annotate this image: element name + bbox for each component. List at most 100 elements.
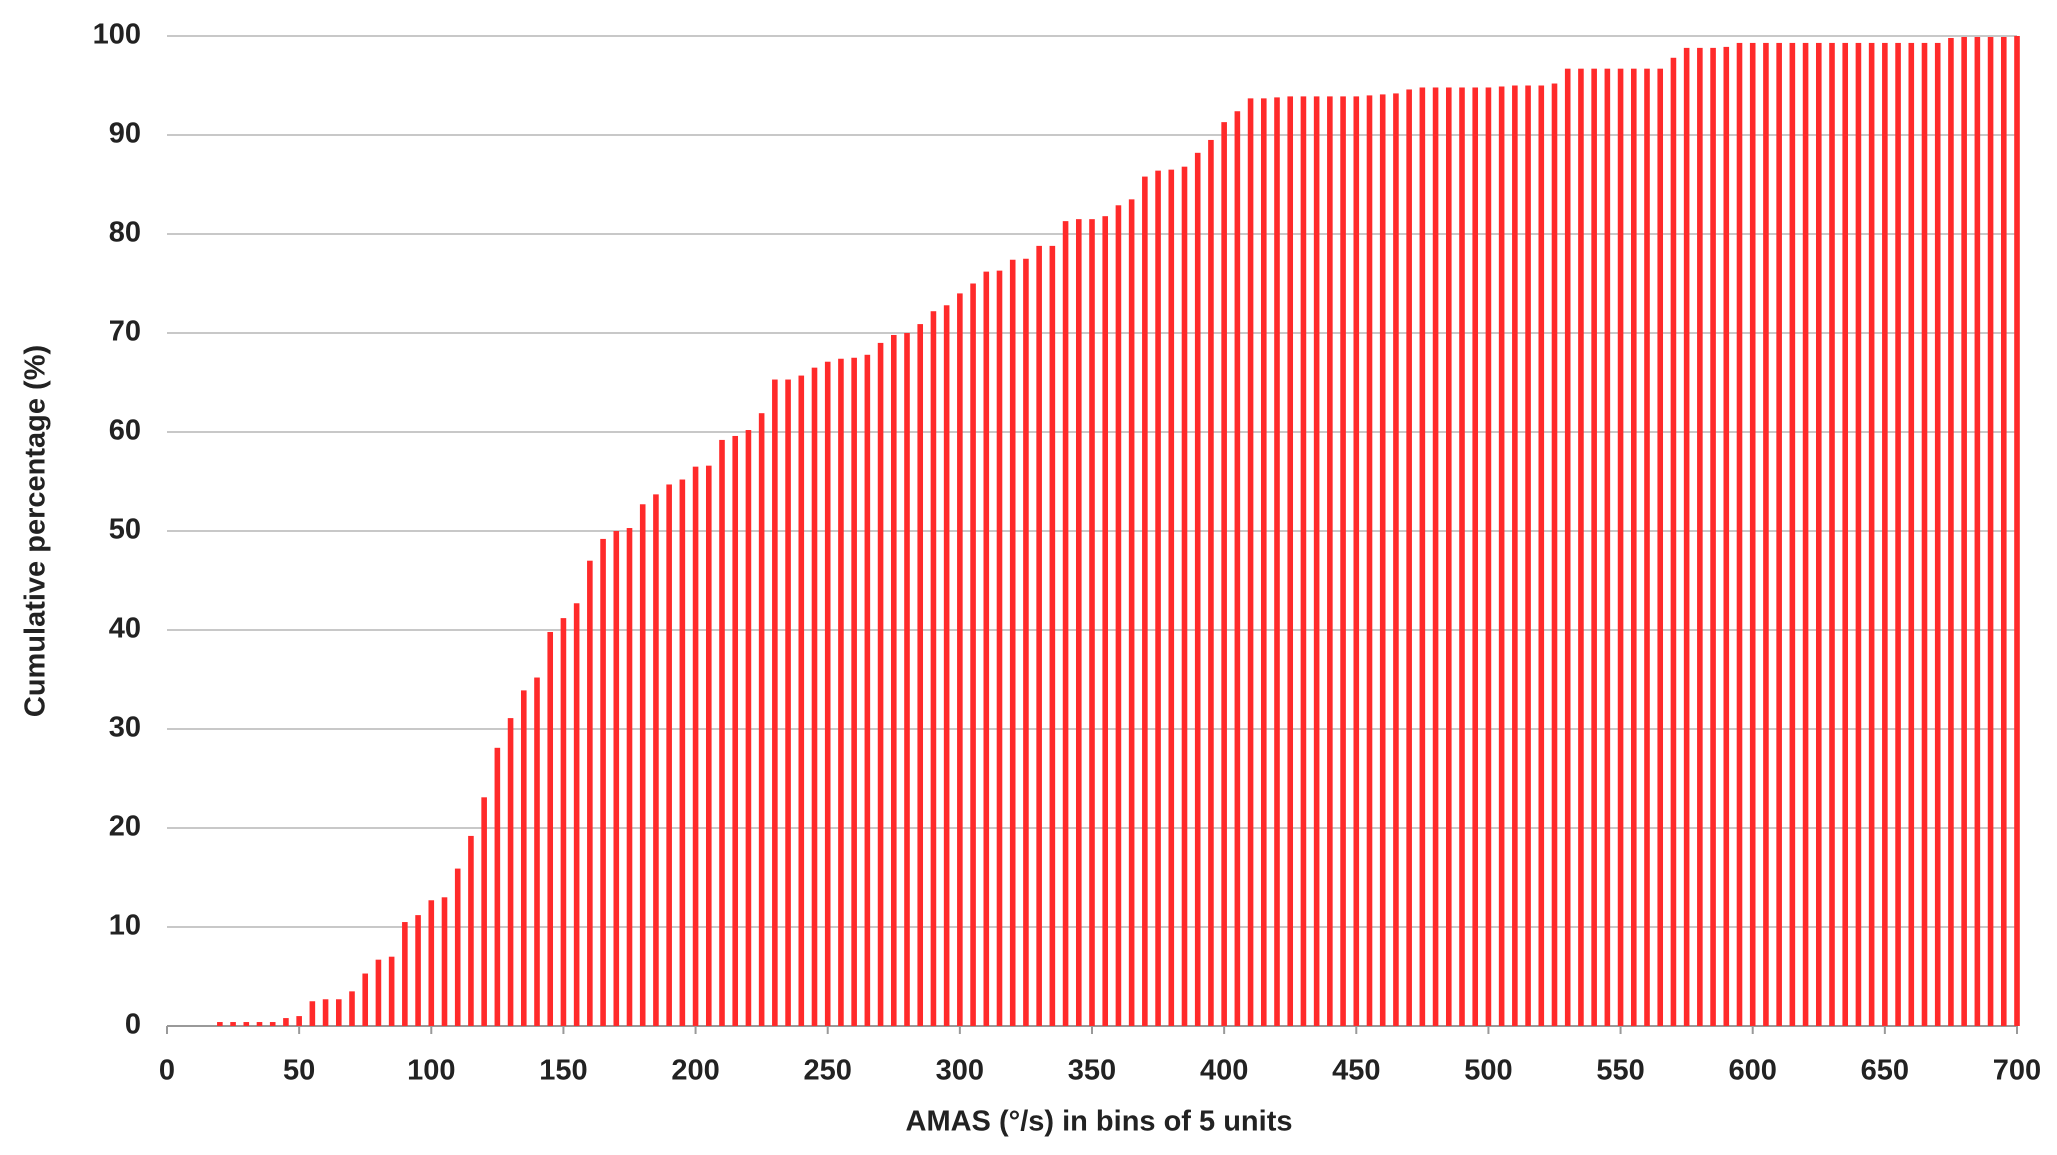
bar <box>428 900 435 1026</box>
bar <box>811 367 818 1026</box>
bar <box>705 465 712 1026</box>
y-tick-label: 0 <box>125 1009 141 1041</box>
bar <box>547 631 554 1026</box>
bar <box>785 379 791 1026</box>
bar <box>1049 245 1056 1026</box>
bar <box>877 342 884 1026</box>
bar <box>534 677 540 1026</box>
bar <box>388 956 395 1026</box>
bar <box>1551 83 1558 1026</box>
bar <box>296 1016 302 1026</box>
bar <box>1908 42 1915 1027</box>
x-tick-label: 550 <box>1596 1055 1644 1087</box>
bar <box>1009 259 1016 1026</box>
bar <box>1208 139 1214 1026</box>
bar <box>904 333 910 1026</box>
bar <box>798 375 805 1026</box>
bar <box>1723 46 1730 1026</box>
bar <box>454 868 461 1026</box>
bar <box>1617 68 1624 1027</box>
bar <box>1948 37 1954 1027</box>
x-tick-label: 600 <box>1729 1055 1777 1087</box>
bar <box>1974 36 1981 1027</box>
bar <box>468 835 474 1026</box>
bar <box>1961 36 1967 1027</box>
bar <box>1247 98 1254 1027</box>
bar <box>217 1022 223 1026</box>
bar <box>1181 166 1188 1026</box>
bar <box>1763 42 1769 1027</box>
bar <box>758 413 765 1026</box>
bar <box>1432 87 1439 1027</box>
bar <box>402 922 408 1026</box>
bar <box>1168 169 1175 1026</box>
y-tick-label: 40 <box>109 613 141 645</box>
bar <box>1142 176 1148 1026</box>
bar <box>349 991 355 1026</box>
bar <box>1406 89 1412 1026</box>
bar <box>1023 258 1029 1026</box>
bar <box>1155 170 1161 1026</box>
bar <box>1591 68 1597 1027</box>
bar <box>1525 85 1531 1026</box>
bar <box>679 479 686 1026</box>
bar <box>1657 68 1664 1027</box>
bar <box>309 1001 316 1026</box>
bar <box>587 560 593 1026</box>
x-tick-label: 300 <box>936 1055 984 1087</box>
bar <box>1683 47 1690 1026</box>
bar <box>1815 42 1822 1027</box>
bar <box>494 747 501 1026</box>
bar <box>1829 42 1835 1027</box>
bar <box>1459 87 1465 1027</box>
x-tick-label: 200 <box>671 1055 719 1087</box>
bar <box>1670 57 1677 1026</box>
bar <box>1934 42 1941 1027</box>
bar <box>1379 94 1386 1026</box>
x-tick-label: 500 <box>1464 1055 1512 1087</box>
x-tick-label: 0 <box>159 1055 175 1087</box>
x-axis-title: AMAS (°/s) in bins of 5 units <box>906 1106 1293 1138</box>
bar <box>1604 68 1611 1027</box>
bar <box>890 334 897 1027</box>
bar <box>943 305 950 1026</box>
y-tick-label: 20 <box>109 811 141 843</box>
bar <box>838 358 844 1026</box>
bar <box>772 379 778 1026</box>
bar <box>1353 96 1360 1026</box>
bar <box>573 603 580 1026</box>
y-tick-label: 30 <box>109 712 141 744</box>
bar <box>1300 96 1307 1026</box>
bar <box>362 973 369 1026</box>
y-tick-label: 10 <box>109 910 141 942</box>
bar <box>1274 97 1280 1026</box>
bar <box>1327 96 1333 1026</box>
bar <box>1749 42 1756 1027</box>
bar <box>613 531 620 1026</box>
bar <box>666 484 672 1027</box>
bar <box>1472 87 1479 1027</box>
bar <box>1538 85 1545 1026</box>
bar <box>1697 47 1703 1026</box>
bar <box>1578 68 1584 1027</box>
bar <box>1287 96 1294 1026</box>
bar <box>970 283 976 1026</box>
bar <box>507 718 514 1026</box>
y-tick-label: 100 <box>93 19 141 51</box>
bar <box>1987 36 1994 1027</box>
bar <box>1895 42 1901 1027</box>
bar <box>824 361 831 1027</box>
bar <box>1512 85 1518 1026</box>
bar <box>1260 98 1267 1027</box>
bar <box>243 1022 250 1026</box>
bar <box>957 293 963 1026</box>
bar <box>283 1018 289 1026</box>
bar <box>1194 152 1201 1026</box>
bar <box>1921 42 1928 1027</box>
bar <box>1445 87 1452 1027</box>
bar <box>375 959 382 1026</box>
bar <box>1789 42 1796 1027</box>
bar <box>2014 36 2020 1026</box>
bar <box>1842 42 1849 1027</box>
